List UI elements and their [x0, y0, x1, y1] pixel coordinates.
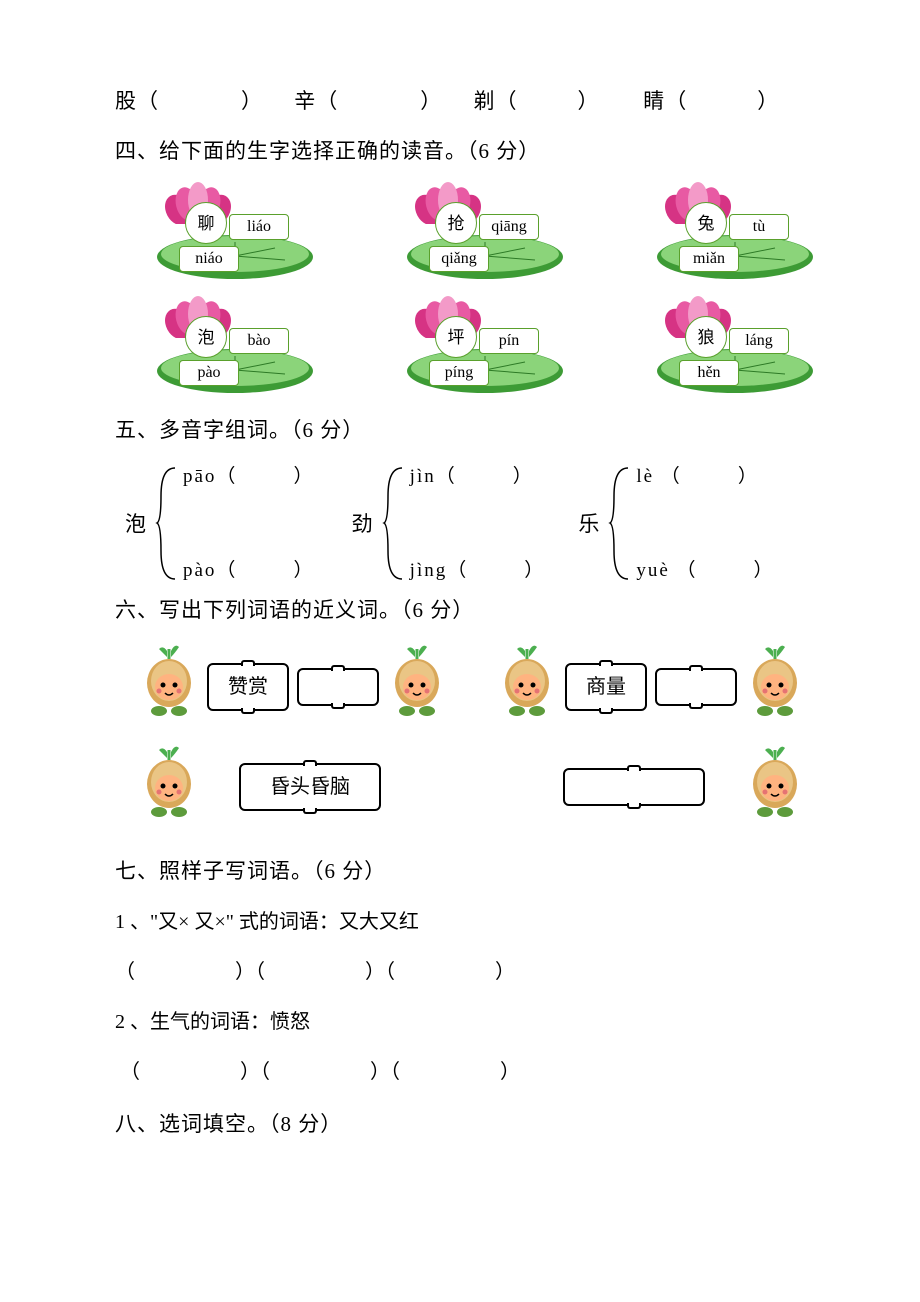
q3-c4: 睛（ [643, 89, 687, 113]
word-blank[interactable] [655, 668, 737, 706]
polyphonic-char: 劲 [352, 508, 373, 542]
polyphonic-char: 泡 [125, 508, 146, 542]
flower-item: 兔tù miǎn [655, 184, 805, 284]
polyphonic-top: pāo（） [183, 462, 312, 492]
pinyin-option-upper[interactable]: bào [229, 328, 289, 354]
pinyin-option-lower[interactable]: qiǎng [429, 246, 489, 272]
flower-char: 泡 [185, 316, 227, 358]
pinyin-option-upper[interactable]: qiāng [479, 214, 539, 240]
polyphonic-bot: yuè （） [636, 556, 772, 586]
onion-graphic [139, 744, 199, 831]
sec5-title: 五、多音字组词。（6 分） [115, 418, 364, 442]
flower-item: 坪pín píng [405, 298, 555, 398]
word-given: 商量 [565, 663, 647, 711]
pinyin-option-lower[interactable]: hěn [679, 360, 739, 386]
polyphonic-bot: jìng（） [410, 556, 544, 586]
q3-c2: 辛（ [294, 89, 338, 113]
bracket-icon [608, 466, 630, 581]
polyphonic-group: 乐 lè （） yuè （） [578, 458, 805, 588]
flower-item: 狼láng hěn [655, 298, 805, 398]
flower-item: 聊liáo niáo [155, 184, 305, 284]
pinyin-option-upper[interactable]: liáo [229, 214, 289, 240]
flower-char: 坪 [435, 316, 477, 358]
sec8-title: 八、选词填空。（8 分） [115, 1112, 342, 1136]
polyphonic-group: 泡 pāo（） pào（） [125, 458, 352, 588]
q3-c3: 剃（ [474, 89, 518, 113]
word-given: 赞赏 [207, 663, 289, 711]
pinyin-option-lower[interactable]: pào [179, 360, 239, 386]
sec4-title: 四、给下面的生字选择正确的读音。（6 分） [115, 139, 540, 163]
sec7-line2: 2 、生气的词语：愤怒 [115, 1006, 805, 1038]
flower-char: 兔 [685, 202, 727, 244]
onion-icon [497, 643, 557, 719]
flower-char: 聊 [185, 202, 227, 244]
pinyin-option-lower[interactable]: niáo [179, 246, 239, 272]
pinyin-option-upper[interactable]: tù [729, 214, 789, 240]
polyphonic-bot: pào（） [183, 556, 312, 586]
sec6-title: 六、写出下列词语的近义词。（6 分） [115, 598, 474, 622]
onion-icon [139, 643, 199, 719]
polyphonic-top: jìn（） [410, 462, 532, 492]
sec6-row1: 赞赏 商量 [139, 643, 805, 730]
sec5-groups: 泡 pāo（） pào（） 劲 jìn（） jìng（） 乐 lè （） yuè （） [125, 458, 805, 588]
onion-graphic [745, 744, 805, 831]
onion-graphic [139, 643, 199, 730]
flower-char: 狼 [685, 316, 727, 358]
bracket-icon [382, 466, 404, 581]
onion-icon [387, 643, 447, 719]
q3-c3b: ） [578, 89, 600, 113]
q3-fill-line: 股（ ） 辛（ ） 剃（ ） 睛（ ） [115, 89, 779, 113]
sec7-title: 七、照样子写词语。（6 分） [115, 855, 805, 889]
polyphonic-group: 劲 jìn（） jìng（） [352, 458, 579, 588]
sec7-blanks1[interactable]: （ ）（ ）（ ） [115, 956, 805, 988]
pinyin-option-upper[interactable]: láng [729, 328, 789, 354]
sec4-flowers: 聊liáo niáo 抢qiāng qiǎng 兔tù miǎn 泡bào pào [115, 184, 805, 398]
onion-icon [745, 643, 805, 719]
sec6-row2: 昏头昏脑 [139, 744, 805, 831]
onion-graphic [497, 643, 557, 730]
onion-graphic [745, 643, 805, 730]
pinyin-option-lower[interactable]: miǎn [679, 246, 739, 272]
sec7-line1: 1 、"又× 又×" 式的词语：又大又红 [115, 906, 805, 938]
onion-icon [745, 744, 805, 820]
word-blank[interactable] [563, 768, 705, 806]
word-blank[interactable] [297, 668, 379, 706]
flower-item: 抢qiāng qiǎng [405, 184, 555, 284]
q3-c1: 股（ [115, 89, 159, 113]
pinyin-option-lower[interactable]: píng [429, 360, 489, 386]
word-given: 昏头昏脑 [239, 763, 381, 811]
polyphonic-top: lè （） [636, 462, 756, 492]
bracket-icon [155, 466, 177, 581]
q3-c4b: ） [757, 89, 779, 113]
onion-icon [139, 744, 199, 820]
sec7-blanks2[interactable]: （ ）（ ）（ ） [115, 1056, 805, 1088]
flower-char: 抢 [435, 202, 477, 244]
q3-c2b: ） [420, 89, 442, 113]
q3-c1b: ） [241, 89, 263, 113]
flower-item: 泡bào pào [155, 298, 305, 398]
polyphonic-char: 乐 [578, 508, 599, 542]
onion-graphic [387, 643, 447, 730]
pinyin-option-upper[interactable]: pín [479, 328, 539, 354]
